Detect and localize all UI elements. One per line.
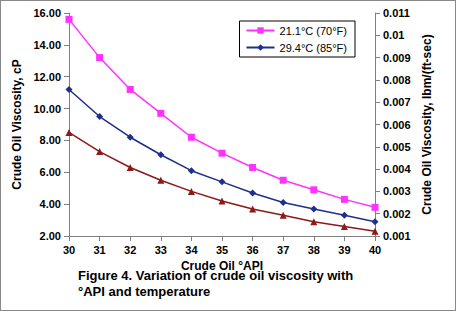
svg-text:0.003: 0.003 <box>383 185 411 197</box>
svg-text:39: 39 <box>338 244 350 256</box>
svg-text:36: 36 <box>246 244 258 256</box>
svg-text:0.001: 0.001 <box>383 230 411 242</box>
svg-text:40: 40 <box>369 244 381 256</box>
svg-text:0.002: 0.002 <box>383 208 411 220</box>
svg-text:Crude Oil °API: Crude Oil °API <box>180 258 264 273</box>
svg-text:14.00: 14.00 <box>33 39 61 51</box>
svg-text:8.00: 8.00 <box>40 134 61 146</box>
svg-text:21.1°C (70°F): 21.1°C (70°F) <box>280 25 348 37</box>
svg-text:Crude Oil Viscosity, lbm/(ft-s: Crude Oil Viscosity, lbm/(ft-sec) <box>420 34 434 214</box>
svg-text:4.00: 4.00 <box>40 198 61 210</box>
svg-text:°API and temperature: °API and temperature <box>78 284 210 299</box>
svg-text:30: 30 <box>63 244 75 256</box>
svg-text:16.00: 16.00 <box>33 7 61 19</box>
svg-text:0.011: 0.011 <box>383 7 410 19</box>
svg-text:37: 37 <box>277 244 289 256</box>
svg-text:0.007: 0.007 <box>383 96 411 108</box>
svg-text:Crude Oil Viscosity, cP: Crude Oil Viscosity, cP <box>10 59 24 189</box>
svg-text:0.005: 0.005 <box>383 141 411 153</box>
svg-text:34: 34 <box>185 244 198 256</box>
svg-text:0.009: 0.009 <box>383 52 411 64</box>
svg-text:0.004: 0.004 <box>383 163 411 175</box>
svg-text:33: 33 <box>155 244 167 256</box>
svg-text:0.006: 0.006 <box>383 119 411 131</box>
svg-text:0.008: 0.008 <box>383 74 411 86</box>
svg-text:0.01: 0.01 <box>383 29 404 41</box>
svg-text:31: 31 <box>93 244 105 256</box>
svg-text:Figure 4. Variation of crude o: Figure 4. Variation of crude oil viscosi… <box>78 268 357 283</box>
svg-text:32: 32 <box>124 244 136 256</box>
svg-text:6.00: 6.00 <box>40 166 61 178</box>
svg-text:29.4°C (85°F): 29.4°C (85°F) <box>280 42 348 54</box>
svg-text:2.00: 2.00 <box>40 230 61 242</box>
svg-text:12.00: 12.00 <box>33 71 61 83</box>
svg-text:10.00: 10.00 <box>33 103 61 115</box>
svg-text:38: 38 <box>308 244 320 256</box>
svg-text:35: 35 <box>216 244 228 256</box>
